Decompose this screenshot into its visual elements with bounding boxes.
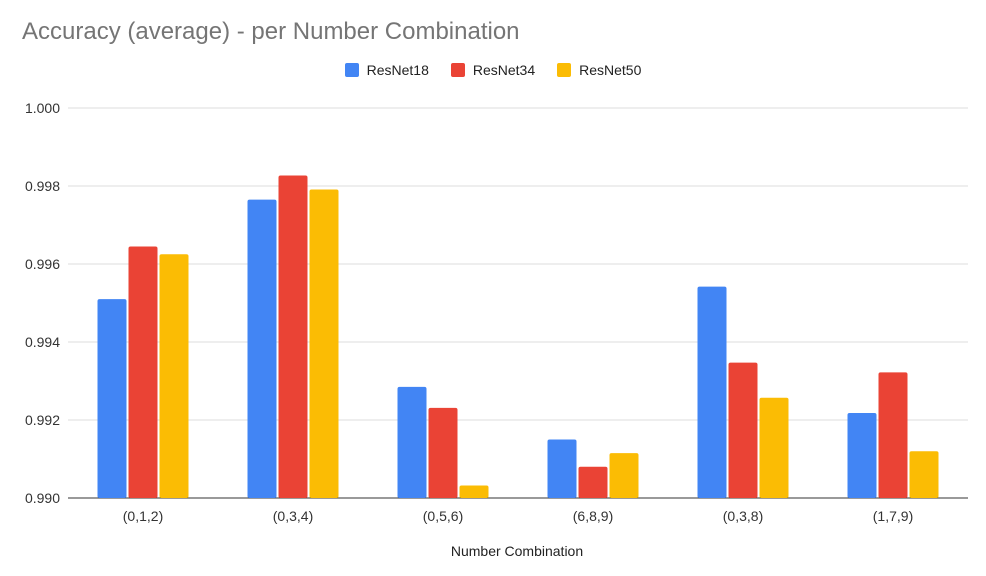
y-axis-ticks: 0.990 0.992 0.994 0.996 0.998 1.000 bbox=[25, 100, 60, 506]
y-tick-label: 0.996 bbox=[25, 256, 60, 272]
legend-item-resnet50: ResNet50 bbox=[557, 62, 641, 78]
bar-resnet34-0 bbox=[128, 246, 158, 498]
legend: ResNet18 ResNet34 ResNet50 bbox=[0, 62, 986, 78]
x-axis-label: Number Combination bbox=[451, 543, 583, 559]
bar-resnet18-5 bbox=[847, 412, 877, 498]
bar-resnet34-2 bbox=[428, 407, 458, 498]
bar-resnet18-3 bbox=[547, 439, 577, 498]
bar-resnet18-2 bbox=[397, 386, 427, 498]
x-axis-ticks: (0,1,2) (0,3,4) (0,5,6) (6,8,9) (0,3,8) (1,7,… bbox=[123, 508, 913, 524]
x-tick-label: (6,8,9) bbox=[573, 508, 613, 524]
bar-resnet18-4 bbox=[697, 286, 727, 498]
x-tick-label: (0,3,8) bbox=[723, 508, 763, 524]
y-tick-label: 0.992 bbox=[25, 412, 60, 428]
legend-swatch-resnet18 bbox=[344, 63, 359, 77]
x-tick-label: (0,5,6) bbox=[423, 508, 463, 524]
legend-label-resnet18: ResNet18 bbox=[366, 62, 429, 78]
bar-resnet34-4 bbox=[728, 362, 758, 498]
bar-resnet50-5 bbox=[909, 451, 939, 498]
y-tick-label: 0.990 bbox=[25, 490, 60, 506]
legend-label-resnet34: ResNet34 bbox=[472, 62, 536, 78]
bar-resnet50-0 bbox=[159, 254, 189, 498]
gridlines bbox=[68, 107, 968, 499]
bar-resnet18-0 bbox=[97, 299, 127, 498]
bar-resnet50-1 bbox=[309, 189, 339, 498]
bar-resnet18-1 bbox=[247, 199, 277, 498]
y-tick-label: 0.994 bbox=[25, 334, 60, 350]
y-tick-label: 0.998 bbox=[25, 178, 60, 194]
legend-item-resnet18: ResNet18 bbox=[344, 62, 429, 78]
bar-resnet50-2 bbox=[459, 485, 489, 498]
x-tick-label: (1,7,9) bbox=[873, 508, 913, 524]
legend-swatch-resnet50 bbox=[557, 63, 572, 77]
x-tick-label: (0,1,2) bbox=[123, 508, 163, 524]
legend-swatch-resnet34 bbox=[450, 63, 465, 77]
bars bbox=[97, 175, 939, 498]
legend-item-resnet34: ResNet34 bbox=[450, 62, 536, 78]
bar-resnet34-5 bbox=[878, 372, 908, 498]
bar-resnet34-3 bbox=[578, 466, 608, 498]
bar-resnet34-1 bbox=[278, 175, 308, 498]
y-tick-label: 1.000 bbox=[25, 100, 60, 116]
legend-label-resnet50: ResNet50 bbox=[579, 62, 642, 78]
x-tick-label: (0,3,4) bbox=[273, 508, 313, 524]
bar-resnet50-3 bbox=[609, 453, 639, 498]
bar-resnet50-4 bbox=[759, 397, 789, 498]
chart-title: Accuracy (average) - per Number Combinat… bbox=[22, 18, 520, 45]
